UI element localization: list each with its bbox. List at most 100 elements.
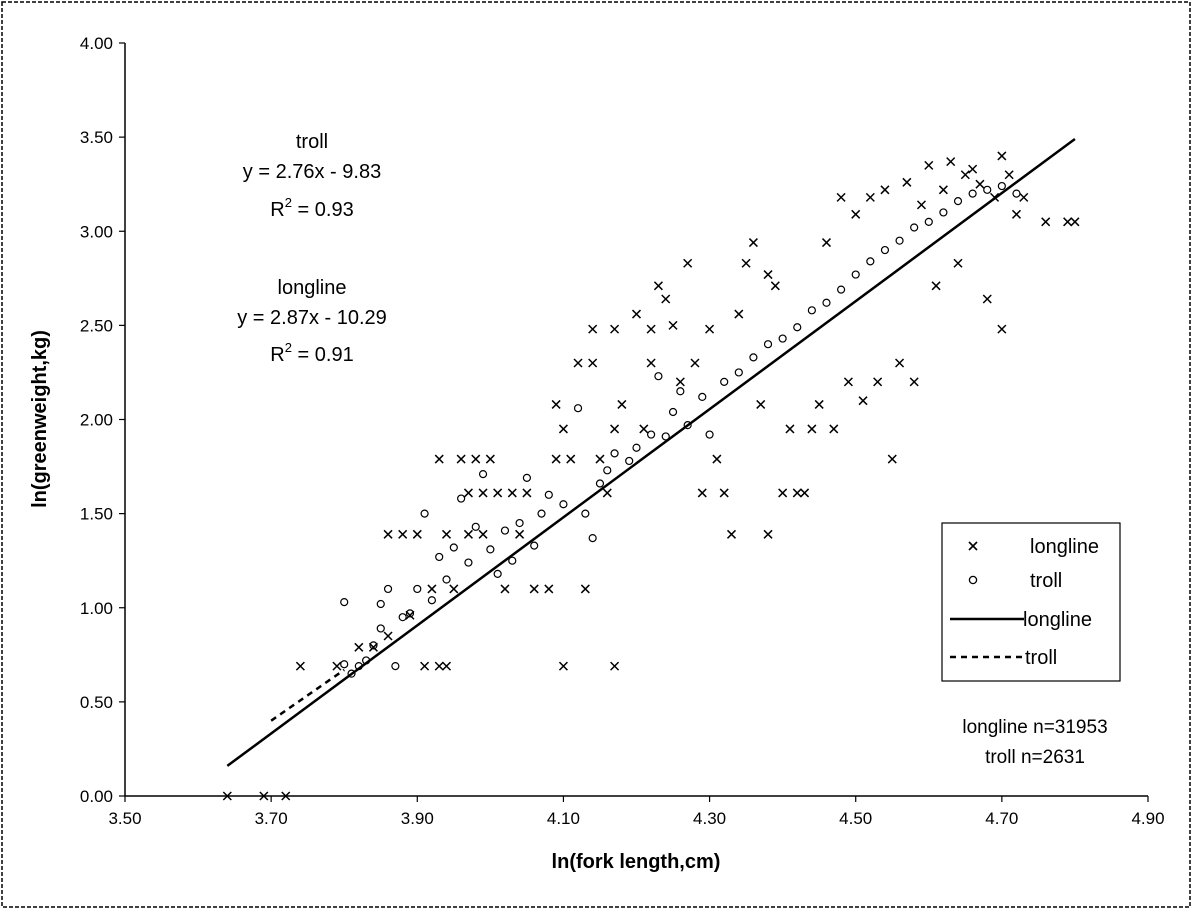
data-point-troll (953, 197, 963, 206)
data-point-longline (551, 399, 561, 409)
data-point-longline (873, 377, 883, 387)
data-point-troll (537, 509, 546, 518)
data-point-troll (435, 552, 444, 562)
data-point-longline (610, 661, 620, 671)
troll-equation-title: troll (296, 131, 328, 153)
data-point-troll (698, 392, 707, 402)
data-point-longline (551, 454, 561, 464)
data-points (222, 151, 1080, 801)
trend-line-troll (270, 668, 345, 722)
data-point-troll (661, 432, 670, 441)
data-point-longline (960, 170, 970, 180)
y-tick-label: 0.00 (80, 787, 113, 806)
x-tick-label: 4.10 (547, 809, 580, 828)
data-point-troll (376, 599, 385, 609)
data-point-troll (595, 479, 605, 488)
data-point-longline (843, 377, 853, 387)
data-point-troll (625, 456, 634, 466)
data-point-troll (610, 449, 619, 458)
data-point-troll (588, 533, 597, 543)
data-point-longline (734, 309, 744, 319)
data-point-troll (734, 368, 743, 377)
data-point-troll (807, 306, 816, 315)
data-point-troll (983, 185, 992, 194)
data-point-longline (610, 324, 620, 334)
data-point-longline (909, 377, 919, 387)
data-point-troll (405, 609, 415, 618)
data-point-longline (982, 294, 992, 304)
trend-lines (226, 138, 1076, 767)
data-point-troll (391, 662, 400, 671)
data-point-troll (500, 526, 510, 535)
data-point-troll (449, 543, 458, 552)
data-point-longline (770, 281, 780, 291)
data-point-troll (880, 245, 890, 255)
axis-ticks: 3.50 3.70 3.90 4.10 4.30 4.50 4.70 4.90 0.00 0.50… (80, 34, 1165, 828)
data-point-longline (573, 358, 583, 368)
legend-label-longline-points: longline (1030, 536, 1099, 558)
data-point-longline (412, 529, 422, 539)
data-point-troll (910, 223, 919, 232)
data-point-longline (420, 661, 430, 671)
legend-marker-longline-x (968, 541, 978, 551)
data-point-longline (566, 454, 576, 464)
data-point-longline (705, 324, 715, 334)
data-point-longline (471, 454, 481, 464)
data-point-longline (741, 258, 751, 268)
data-point-longline (602, 488, 612, 498)
data-point-longline (719, 488, 729, 498)
data-point-longline (595, 454, 605, 464)
data-point-longline (441, 661, 452, 671)
y-tick-label: 1.50 (80, 505, 113, 524)
data-point-longline (858, 396, 868, 406)
data-point-troll (822, 298, 831, 307)
y-tick-label: 3.00 (80, 222, 113, 241)
data-point-troll (997, 181, 1006, 191)
data-point-longline (354, 642, 364, 652)
y-tick-label: 2.00 (80, 411, 113, 430)
data-point-longline (880, 185, 890, 195)
data-point-longline (690, 358, 700, 368)
data-point-troll (420, 509, 429, 518)
data-point-troll (924, 217, 933, 226)
longline-r-squared-value: = 0.91 (292, 344, 354, 366)
troll-equation: y = 2.76x - 9.83 (243, 161, 381, 183)
data-point-troll (340, 660, 349, 669)
data-point-longline (756, 399, 766, 409)
data-point-longline (800, 488, 810, 498)
data-point-troll (493, 569, 502, 578)
x-axis-title: ln(fork length,cm) (552, 851, 721, 873)
troll-r-squared-value: = 0.93 (292, 199, 354, 221)
data-point-longline (997, 324, 1007, 334)
data-point-longline (726, 529, 737, 539)
data-point-longline (1011, 209, 1022, 219)
data-point-troll (457, 494, 466, 503)
y-tick-label: 3.50 (80, 128, 113, 147)
data-point-longline (463, 529, 473, 539)
data-point-longline (522, 488, 532, 498)
data-point-longline (646, 358, 656, 368)
data-point-troll (522, 473, 531, 482)
longline-sample-size: longline n=31953 (962, 717, 1107, 738)
data-point-longline (558, 661, 568, 671)
data-point-longline (631, 309, 642, 319)
data-point-longline (668, 320, 678, 330)
data-point-longline (281, 791, 291, 801)
data-point-longline (697, 488, 707, 498)
data-point-troll (515, 518, 524, 528)
data-point-longline (763, 529, 773, 539)
data-point-troll (778, 334, 787, 343)
data-point-longline (332, 661, 342, 671)
data-point-longline (895, 358, 905, 368)
data-point-troll (530, 541, 539, 550)
data-point-longline (515, 529, 525, 539)
data-point-longline (441, 529, 452, 539)
data-point-troll (383, 584, 393, 594)
data-point-longline (683, 258, 693, 268)
data-point-longline (222, 791, 232, 801)
data-point-longline (398, 529, 408, 539)
x-tick-label: 4.90 (1131, 809, 1164, 828)
data-point-longline (931, 281, 941, 291)
